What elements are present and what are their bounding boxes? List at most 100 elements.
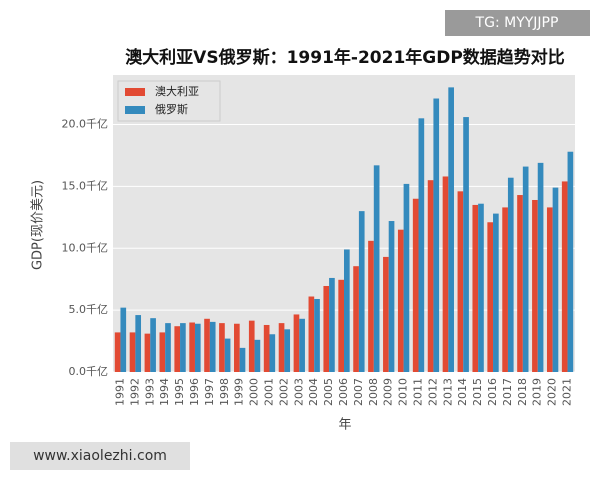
x-tick-label: 2012 xyxy=(426,378,439,406)
bar xyxy=(299,318,305,372)
bar xyxy=(472,204,479,372)
x-tick-label: 2002 xyxy=(277,378,290,406)
bar xyxy=(204,318,210,372)
x-tick-label: 2000 xyxy=(248,378,261,406)
bar xyxy=(209,321,216,372)
bar xyxy=(278,323,285,372)
bar xyxy=(308,296,315,372)
chart-title: 澳大利亚VS俄罗斯：1991年-2021年GDP数据趋势对比 xyxy=(125,47,565,68)
watermark-box xyxy=(445,10,590,36)
bar xyxy=(487,222,494,372)
bar xyxy=(403,183,410,372)
x-tick-label: 2001 xyxy=(262,378,275,406)
legend-label: 澳大利亚 xyxy=(155,84,199,98)
x-tick-label: 2003 xyxy=(292,378,305,406)
bar xyxy=(284,329,291,372)
bar xyxy=(314,298,320,372)
x-tick-label: 2019 xyxy=(531,378,544,406)
bar xyxy=(165,323,171,372)
bar xyxy=(180,323,186,372)
bar xyxy=(373,165,380,372)
x-tick-label: 1995 xyxy=(173,378,186,406)
bar xyxy=(493,213,499,372)
bar xyxy=(254,339,261,372)
legend-swatch xyxy=(125,106,145,114)
x-tick-label: 1993 xyxy=(143,378,156,406)
x-tick-label: 2021 xyxy=(561,378,574,406)
bar xyxy=(144,333,151,372)
x-tick-label: 2020 xyxy=(546,378,559,406)
bar xyxy=(412,198,419,372)
y-tick-label: 0.0千亿 xyxy=(69,365,109,378)
legend-label: 俄罗斯 xyxy=(155,103,188,116)
x-axis-label: 年 xyxy=(338,418,351,433)
bar xyxy=(194,323,201,372)
watermark: TG: MYYJJPP xyxy=(475,15,559,31)
bar xyxy=(338,279,344,372)
bar xyxy=(561,181,568,372)
bar xyxy=(522,166,529,372)
bar xyxy=(219,323,225,372)
bar xyxy=(546,207,553,372)
bar xyxy=(448,87,454,372)
x-tick-label: 2013 xyxy=(441,378,454,406)
bar xyxy=(418,118,425,372)
bar xyxy=(478,203,484,372)
x-tick-label: 2006 xyxy=(337,378,350,406)
bar xyxy=(329,277,335,372)
bar xyxy=(388,221,395,372)
bar xyxy=(507,177,514,372)
bar xyxy=(552,187,559,372)
x-tick-label: 2017 xyxy=(501,378,514,406)
bar xyxy=(263,324,270,372)
bar xyxy=(368,240,374,372)
watermark-box xyxy=(10,442,190,470)
bar xyxy=(427,180,434,372)
x-tick-label: 2009 xyxy=(382,378,395,406)
bar xyxy=(234,323,240,372)
legend-swatch xyxy=(125,88,145,96)
bar xyxy=(463,117,469,372)
x-tick-label: 2016 xyxy=(486,378,499,406)
bar xyxy=(269,334,276,372)
bar xyxy=(135,315,142,372)
bar xyxy=(248,320,255,372)
x-tick-label: 2015 xyxy=(471,378,484,406)
bar xyxy=(293,314,300,372)
x-tick-label: 1998 xyxy=(218,378,231,406)
x-tick-label: 1996 xyxy=(188,378,201,406)
bar xyxy=(174,326,181,372)
bar xyxy=(397,229,404,372)
watermark: www.xiaolezhi.com xyxy=(33,448,167,464)
x-tick-label: 1992 xyxy=(128,378,141,406)
legend-box xyxy=(117,80,221,122)
bar xyxy=(150,318,156,372)
bar xyxy=(537,162,544,372)
x-tick-label: 2007 xyxy=(352,378,365,406)
x-tick-label: 1997 xyxy=(203,378,216,406)
bar xyxy=(358,211,365,372)
bar xyxy=(457,191,464,372)
x-tick-label: 2011 xyxy=(412,378,425,406)
bar xyxy=(114,332,121,372)
y-tick-label: 20.0千亿 xyxy=(62,118,109,131)
bar xyxy=(383,256,389,372)
bar xyxy=(239,347,246,372)
bar xyxy=(567,151,574,372)
bar xyxy=(159,332,166,372)
x-tick-label: 2018 xyxy=(516,378,529,406)
x-tick-label: 2014 xyxy=(456,378,469,406)
x-tick-label: 2010 xyxy=(397,378,410,406)
y-tick-label: 5.0千亿 xyxy=(69,303,109,316)
x-tick-label: 1994 xyxy=(158,378,171,406)
bar xyxy=(224,338,231,372)
x-tick-label: 2004 xyxy=(307,378,320,406)
x-tick-label: 1999 xyxy=(233,378,246,406)
x-tick-label: 2005 xyxy=(322,378,335,406)
x-tick-label: 1991 xyxy=(113,378,126,406)
y-tick-label: 10.0千亿 xyxy=(62,241,109,254)
bar xyxy=(532,199,538,372)
y-axis-label: GDP(现价美元) xyxy=(31,180,46,270)
bar xyxy=(344,249,350,372)
